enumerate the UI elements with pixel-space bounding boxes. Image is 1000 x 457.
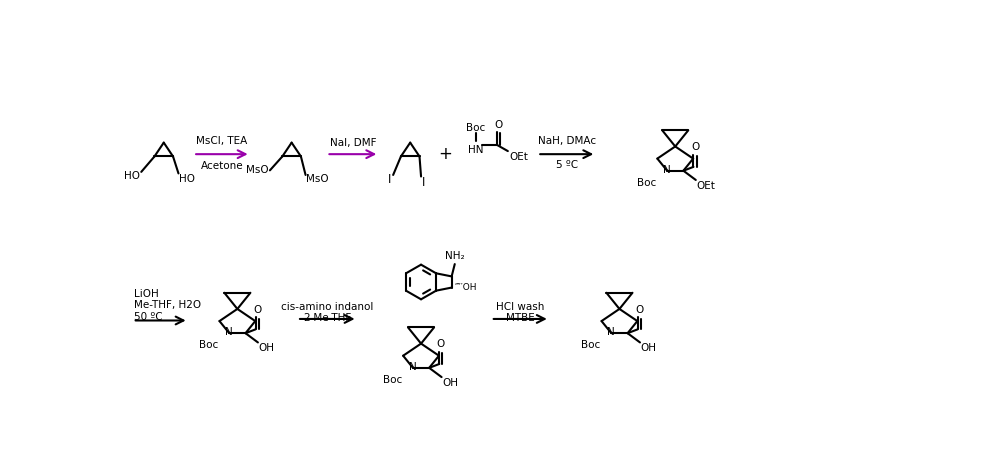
Text: N: N [409, 362, 417, 372]
Text: O: O [494, 120, 503, 129]
Text: OH: OH [259, 343, 275, 353]
Text: HN: HN [468, 145, 484, 155]
Text: O: O [437, 340, 445, 349]
Text: LiOH: LiOH [134, 288, 159, 298]
Text: NaH, DMAc: NaH, DMAc [538, 136, 596, 146]
Text: 2-Me-THF: 2-Me-THF [303, 313, 351, 323]
Text: O: O [253, 305, 261, 315]
Text: O: O [635, 305, 643, 315]
Text: I: I [388, 173, 392, 186]
Text: 50 ºC: 50 ºC [134, 312, 163, 322]
Text: MsO: MsO [246, 165, 268, 175]
Text: I: I [422, 176, 425, 190]
Text: cis-amino indanol: cis-amino indanol [281, 303, 373, 313]
Text: MTBE: MTBE [506, 313, 535, 323]
Text: N: N [607, 327, 615, 337]
Text: HO: HO [124, 171, 140, 181]
Text: MsCl, TEA: MsCl, TEA [196, 136, 248, 146]
Text: N: N [663, 165, 671, 175]
Text: OH: OH [442, 378, 458, 388]
Text: Boc: Boc [383, 375, 402, 385]
Text: O: O [691, 142, 699, 152]
Text: Acetone: Acetone [201, 161, 243, 171]
Text: Me-THF, H2O: Me-THF, H2O [134, 300, 201, 310]
Text: OEt: OEt [697, 181, 715, 191]
Text: Boc: Boc [637, 178, 656, 188]
Text: +: + [438, 145, 452, 163]
Text: 5 ºC: 5 ºC [556, 160, 578, 170]
Text: HCl wash: HCl wash [496, 303, 544, 313]
Text: HO: HO [179, 174, 195, 184]
Text: Boc: Boc [199, 340, 218, 350]
Text: OH: OH [641, 343, 657, 353]
Text: N: N [225, 327, 233, 337]
Text: Boc: Boc [581, 340, 600, 350]
Text: MsO: MsO [306, 174, 329, 184]
Text: Boc: Boc [466, 122, 486, 133]
Text: ″″′OH: ″″′OH [455, 283, 477, 292]
Text: OEt: OEt [509, 152, 528, 162]
Text: NaI, DMF: NaI, DMF [330, 138, 376, 148]
Text: NH₂: NH₂ [445, 251, 465, 261]
